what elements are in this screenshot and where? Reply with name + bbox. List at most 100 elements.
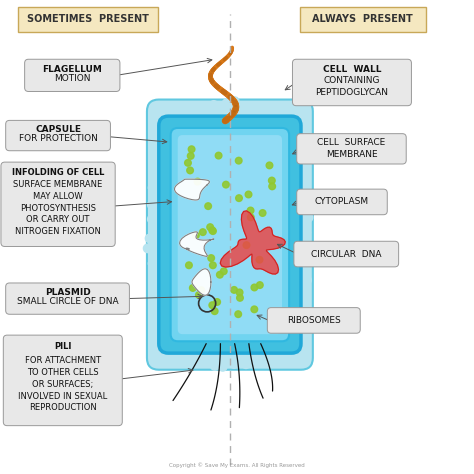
Circle shape bbox=[207, 224, 213, 230]
Circle shape bbox=[258, 106, 266, 115]
Circle shape bbox=[200, 358, 209, 366]
Circle shape bbox=[187, 153, 194, 159]
Circle shape bbox=[181, 339, 189, 347]
Circle shape bbox=[269, 183, 275, 190]
FancyBboxPatch shape bbox=[267, 308, 360, 333]
Circle shape bbox=[293, 291, 302, 299]
Text: CAPSULE: CAPSULE bbox=[35, 126, 81, 134]
Circle shape bbox=[301, 189, 309, 197]
Circle shape bbox=[147, 215, 156, 223]
Text: SOMETIMES  PRESENT: SOMETIMES PRESENT bbox=[27, 14, 149, 25]
Circle shape bbox=[148, 183, 157, 192]
Text: INFOLDING OF CELL: INFOLDING OF CELL bbox=[12, 168, 104, 177]
Text: CELL  SURFACE
MEMBRANE: CELL SURFACE MEMBRANE bbox=[318, 138, 385, 159]
FancyBboxPatch shape bbox=[292, 59, 411, 106]
Text: RIBOSOMES: RIBOSOMES bbox=[287, 316, 341, 325]
FancyBboxPatch shape bbox=[300, 7, 426, 32]
Text: Copyright © Save My Exams. All Rights Reserved: Copyright © Save My Exams. All Rights Re… bbox=[169, 463, 305, 468]
Circle shape bbox=[179, 127, 187, 135]
Circle shape bbox=[266, 162, 273, 169]
Circle shape bbox=[193, 107, 201, 115]
FancyBboxPatch shape bbox=[171, 128, 289, 341]
Text: FOR PROTECTION: FOR PROTECTION bbox=[18, 134, 98, 143]
Polygon shape bbox=[174, 179, 210, 200]
Circle shape bbox=[166, 146, 174, 155]
Circle shape bbox=[271, 125, 280, 134]
FancyBboxPatch shape bbox=[294, 241, 399, 267]
Circle shape bbox=[184, 345, 193, 353]
Circle shape bbox=[219, 363, 227, 371]
Circle shape bbox=[222, 99, 231, 108]
Circle shape bbox=[251, 284, 258, 291]
Circle shape bbox=[190, 284, 196, 291]
Circle shape bbox=[198, 287, 205, 293]
Text: MOTION: MOTION bbox=[54, 74, 91, 83]
Text: PLASMID: PLASMID bbox=[45, 288, 91, 297]
Circle shape bbox=[248, 355, 257, 363]
Circle shape bbox=[210, 362, 219, 370]
FancyBboxPatch shape bbox=[297, 134, 406, 164]
Circle shape bbox=[147, 201, 156, 209]
Text: PILI: PILI bbox=[54, 342, 72, 351]
FancyBboxPatch shape bbox=[297, 189, 387, 215]
Text: FLAGELLUM: FLAGELLUM bbox=[42, 65, 102, 73]
Circle shape bbox=[289, 313, 297, 322]
Circle shape bbox=[302, 228, 310, 237]
Circle shape bbox=[251, 306, 258, 313]
Circle shape bbox=[144, 244, 152, 253]
Circle shape bbox=[246, 104, 255, 112]
Text: FOR ATTACHMENT
TO OTHER CELLS
OR SURFACES;
INVOLVED IN SEXUAL
REPRODUCTION: FOR ATTACHMENT TO OTHER CELLS OR SURFACE… bbox=[18, 356, 108, 412]
Circle shape bbox=[154, 168, 162, 177]
FancyBboxPatch shape bbox=[159, 116, 301, 353]
Circle shape bbox=[237, 294, 243, 301]
Circle shape bbox=[194, 178, 201, 185]
Circle shape bbox=[171, 136, 179, 144]
FancyBboxPatch shape bbox=[6, 283, 129, 314]
FancyBboxPatch shape bbox=[3, 335, 122, 426]
FancyBboxPatch shape bbox=[6, 120, 110, 151]
Polygon shape bbox=[220, 211, 285, 274]
Text: SURFACE MEMBRANE
MAY ALLOW
PHOTOSYNTHESIS
OR CARRY OUT
NITROGEN FIXATION: SURFACE MEMBRANE MAY ALLOW PHOTOSYNTHESI… bbox=[13, 180, 103, 236]
Polygon shape bbox=[192, 269, 211, 295]
Circle shape bbox=[303, 276, 311, 284]
Text: SMALL CIRCLE OF DNA: SMALL CIRCLE OF DNA bbox=[17, 297, 118, 306]
Circle shape bbox=[293, 155, 302, 164]
Circle shape bbox=[202, 104, 210, 113]
Circle shape bbox=[247, 207, 254, 214]
Circle shape bbox=[236, 289, 243, 296]
Circle shape bbox=[196, 292, 202, 298]
Circle shape bbox=[188, 118, 196, 126]
Circle shape bbox=[209, 302, 216, 309]
Circle shape bbox=[209, 227, 216, 234]
Text: ALWAYS  PRESENT: ALWAYS PRESENT bbox=[312, 14, 413, 25]
Circle shape bbox=[146, 234, 154, 243]
Circle shape bbox=[268, 341, 276, 350]
Circle shape bbox=[256, 282, 263, 288]
Circle shape bbox=[215, 152, 222, 159]
Circle shape bbox=[160, 305, 168, 313]
Circle shape bbox=[231, 287, 237, 293]
Circle shape bbox=[307, 244, 316, 252]
Circle shape bbox=[217, 272, 223, 278]
Circle shape bbox=[260, 350, 269, 358]
Circle shape bbox=[210, 262, 216, 269]
Circle shape bbox=[208, 255, 215, 261]
Circle shape bbox=[154, 274, 163, 283]
Circle shape bbox=[236, 195, 242, 201]
Circle shape bbox=[214, 299, 220, 305]
Circle shape bbox=[173, 327, 182, 335]
Circle shape bbox=[295, 171, 303, 180]
Circle shape bbox=[270, 333, 278, 342]
FancyBboxPatch shape bbox=[18, 7, 158, 32]
Circle shape bbox=[210, 228, 216, 235]
Circle shape bbox=[159, 156, 167, 165]
Circle shape bbox=[211, 308, 218, 314]
Circle shape bbox=[290, 301, 298, 310]
Circle shape bbox=[148, 259, 157, 268]
Circle shape bbox=[168, 312, 177, 320]
Text: CYTOPLASM: CYTOPLASM bbox=[315, 198, 369, 206]
Circle shape bbox=[268, 177, 275, 184]
Circle shape bbox=[304, 213, 313, 222]
Circle shape bbox=[279, 131, 287, 140]
Circle shape bbox=[279, 327, 287, 335]
